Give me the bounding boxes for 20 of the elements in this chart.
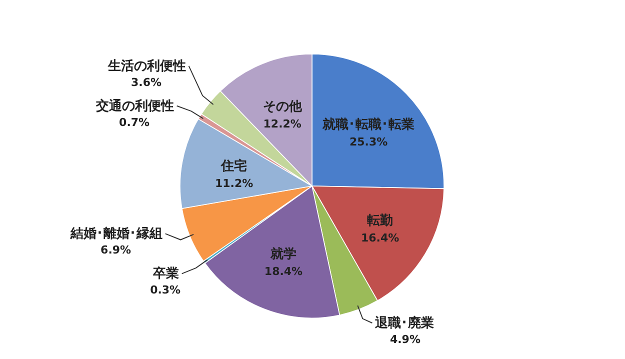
- slice-label: 就職･転職･転業: [322, 116, 415, 133]
- slice-label: 結婚･離婚･縁組: [69, 226, 162, 242]
- slice-label: 卒業: [152, 266, 179, 282]
- slice-label: 生活の利便性: [106, 58, 186, 74]
- data-label: 0.7%: [119, 116, 150, 129]
- slice-label: 交通の利便性: [94, 98, 174, 114]
- data-label: 11.2%: [215, 176, 254, 190]
- data-label: 6.9%: [100, 244, 132, 257]
- slice-label: その他: [262, 100, 303, 115]
- data-label: 3.6%: [131, 76, 162, 89]
- data-label: 4.9%: [390, 333, 420, 346]
- data-label: 12.2%: [263, 118, 302, 131]
- slice-label: 就学: [270, 246, 297, 262]
- slice-label: 退職･廃業: [374, 315, 434, 331]
- data-label: 0.3%: [150, 284, 181, 297]
- slice-label: 住宅: [220, 158, 248, 174]
- slice-label: 転勤: [366, 213, 394, 228]
- data-label: 16.4%: [361, 231, 400, 244]
- data-label: 18.4%: [264, 264, 303, 278]
- data-label: 25.3%: [349, 136, 388, 149]
